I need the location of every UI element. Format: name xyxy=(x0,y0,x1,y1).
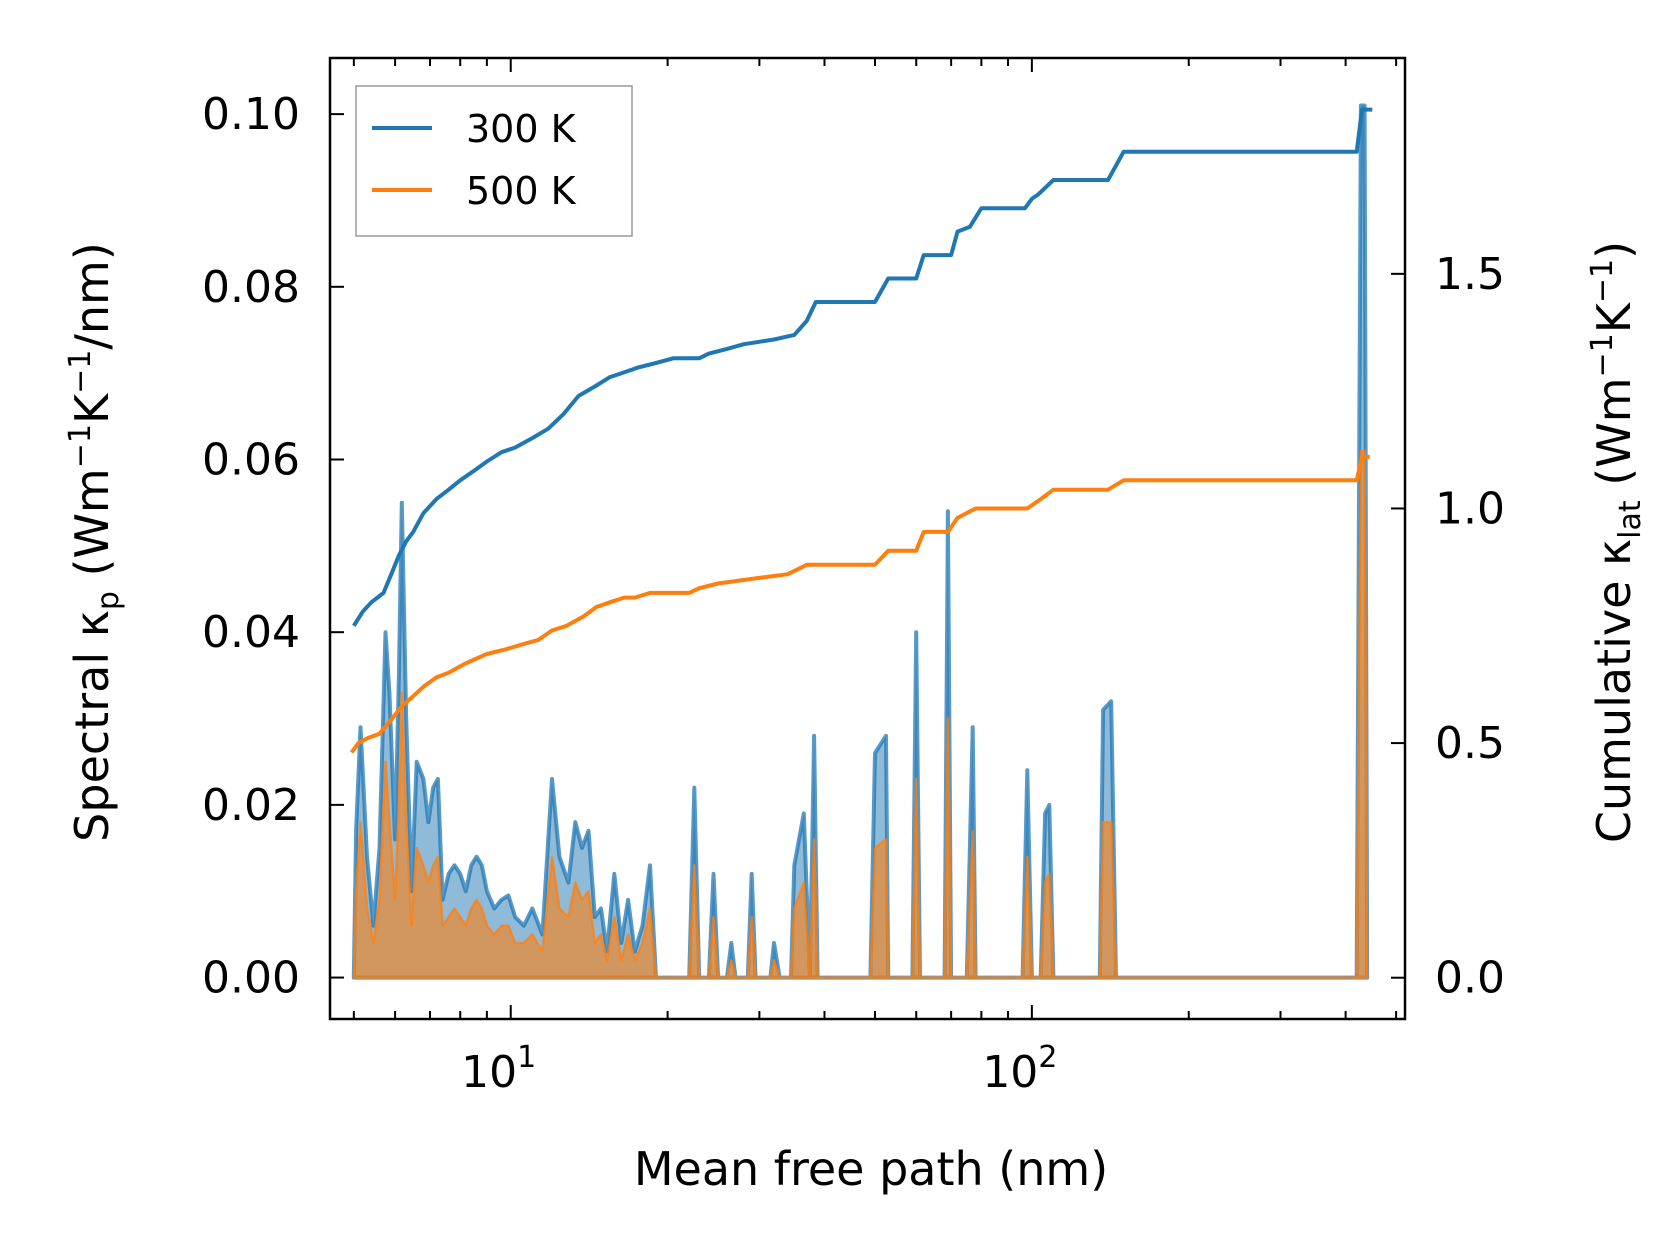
left-y-tick-label: 0.06 xyxy=(202,434,300,485)
right-y-label-sub: lat xyxy=(1613,500,1648,539)
right-y-tick-label: 1.0 xyxy=(1435,483,1505,534)
left-y-label-units-b: K xyxy=(65,392,119,424)
right-y-label-sup2: −1 xyxy=(1585,259,1620,303)
right-y-tick-label: 0.5 xyxy=(1435,718,1505,769)
left-y-tick-label: 0.10 xyxy=(202,89,300,140)
left-y-tick-label: 0.00 xyxy=(202,953,300,1004)
left-y-label-units-c: /nm) xyxy=(65,242,119,349)
legend-label-500k: 500 K xyxy=(466,169,577,213)
x-axis-label: Mean free path (nm) xyxy=(634,1142,1108,1196)
spectral-area-500k xyxy=(352,449,1369,979)
x-axis-ticks: 101 102 xyxy=(352,58,1398,1098)
x-tick-label-base: 10 xyxy=(982,1047,1038,1098)
left-y-axis-label: Spectral κp (Wm−1K−1/nm) xyxy=(63,242,126,842)
x-tick-label: 102 xyxy=(982,1040,1057,1098)
x-tick-label-base: 10 xyxy=(461,1047,517,1098)
x-tick-label-exp: 2 xyxy=(1038,1040,1057,1075)
cumulative-line-500k xyxy=(349,454,1370,754)
cumulative-line-300k xyxy=(352,107,1373,627)
right-y-label-sup1: −1 xyxy=(1585,333,1620,377)
left-y-label-sub: p xyxy=(91,591,126,610)
right-y-axis-ticks: 0.0 0.5 1.0 1.5 xyxy=(1391,249,1505,1004)
left-y-tick-label: 0.02 xyxy=(202,780,300,831)
left-y-axis-ticks: 0.00 0.02 0.04 0.06 0.08 0.10 xyxy=(202,89,344,1004)
right-y-label-prefix: Cumulative κ xyxy=(1587,539,1641,843)
left-y-tick-label: 0.08 xyxy=(202,262,300,313)
right-y-tick-label: 1.5 xyxy=(1435,249,1505,300)
left-y-label-prefix: Spectral κ xyxy=(65,610,119,842)
right-y-label-units-a: (Wm xyxy=(1587,377,1641,500)
spectral-series-layer xyxy=(351,103,1370,980)
left-y-tick-label: 0.04 xyxy=(202,607,300,658)
left-y-label-sup1: −1 xyxy=(63,424,98,468)
x-tick-label: 101 xyxy=(461,1040,536,1098)
right-y-label-units-b: K xyxy=(1587,301,1641,333)
legend: 300 K 500 K xyxy=(355,85,633,237)
legend-label-300k: 300 K xyxy=(466,107,577,151)
legend-box xyxy=(355,85,633,237)
right-y-tick-label: 0.0 xyxy=(1435,953,1505,1004)
cumulative-series-layer xyxy=(349,107,1373,754)
left-y-label-units-a: (Wm xyxy=(65,468,119,591)
right-y-axis-label: Cumulative κlat (Wm−1K−1) xyxy=(1585,241,1648,843)
plot-frame xyxy=(328,56,1407,1021)
x-tick-label-exp: 1 xyxy=(517,1040,536,1075)
left-y-label-sup2: −1 xyxy=(63,350,98,394)
right-y-label-units-c: ) xyxy=(1587,241,1641,259)
